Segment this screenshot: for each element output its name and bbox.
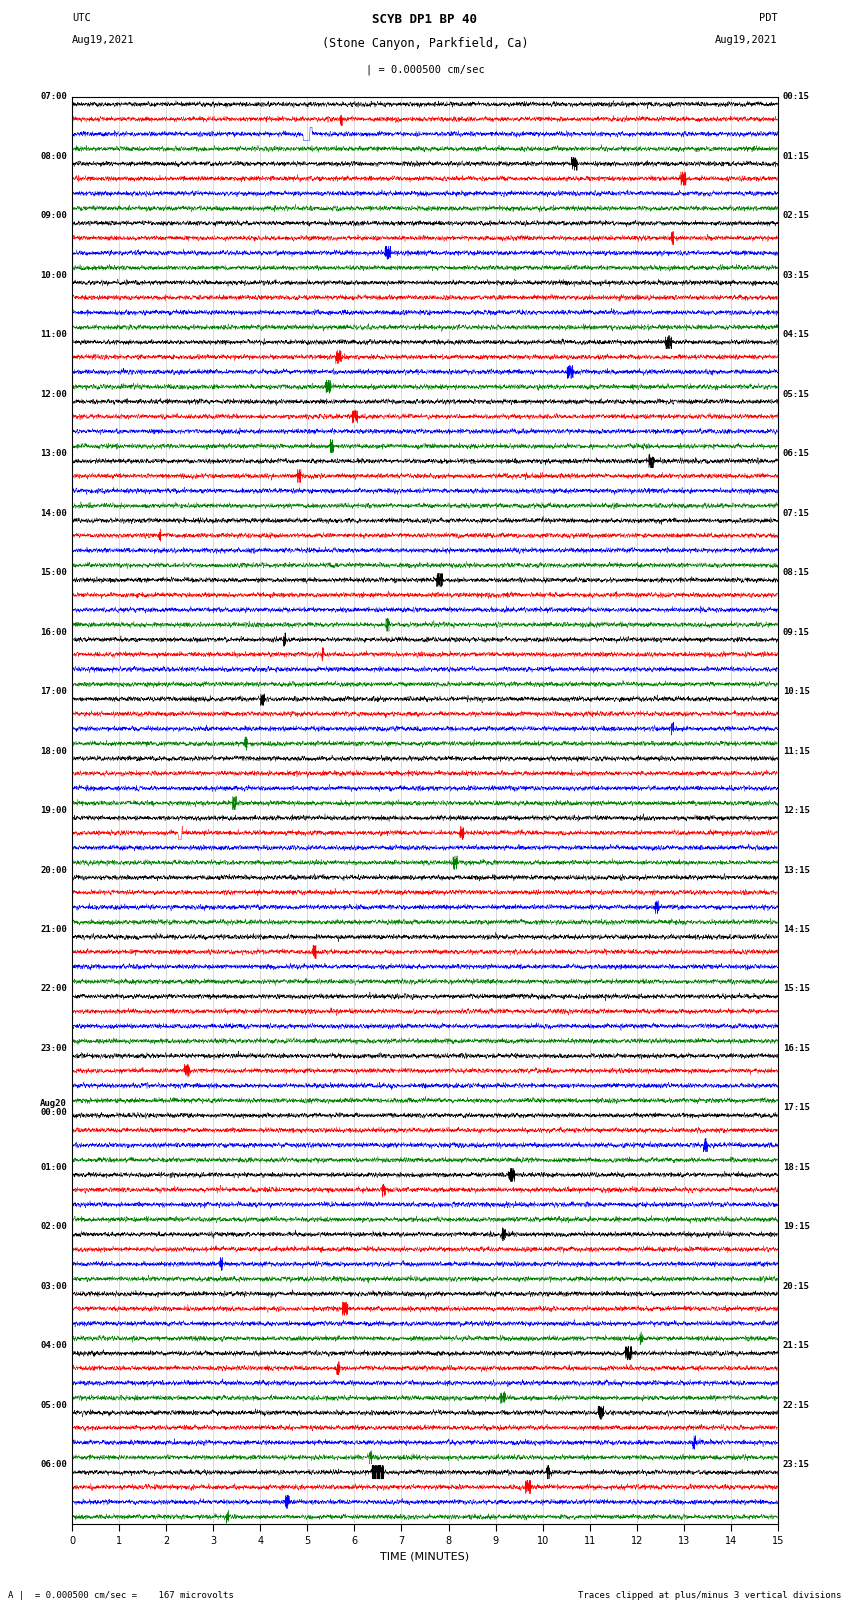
Text: Traces clipped at plus/minus 3 vertical divisions: Traces clipped at plus/minus 3 vertical … (578, 1590, 842, 1600)
Text: 05:15: 05:15 (783, 390, 810, 398)
Text: 03:15: 03:15 (783, 271, 810, 279)
Text: 07:15: 07:15 (783, 508, 810, 518)
Text: 01:15: 01:15 (783, 152, 810, 161)
X-axis label: TIME (MINUTES): TIME (MINUTES) (381, 1552, 469, 1561)
Text: UTC: UTC (72, 13, 91, 23)
Text: 04:15: 04:15 (783, 331, 810, 339)
Text: 22:00: 22:00 (40, 984, 67, 994)
Text: 06:15: 06:15 (783, 448, 810, 458)
Text: 17:15: 17:15 (783, 1103, 810, 1113)
Text: 00:15: 00:15 (783, 92, 810, 102)
Text: 19:15: 19:15 (783, 1223, 810, 1231)
Text: 09:15: 09:15 (783, 627, 810, 637)
Text: 10:15: 10:15 (783, 687, 810, 697)
Text: 16:15: 16:15 (783, 1044, 810, 1053)
Text: 22:15: 22:15 (783, 1400, 810, 1410)
Text: Aug19,2021: Aug19,2021 (72, 35, 135, 45)
Text: 02:15: 02:15 (783, 211, 810, 221)
Text: 01:00: 01:00 (40, 1163, 67, 1173)
Text: 10:00: 10:00 (40, 271, 67, 279)
Text: 12:15: 12:15 (783, 806, 810, 815)
Text: 13:00: 13:00 (40, 448, 67, 458)
Text: Aug20: Aug20 (40, 1098, 67, 1108)
Text: 21:00: 21:00 (40, 924, 67, 934)
Text: 15:15: 15:15 (783, 984, 810, 994)
Text: 19:00: 19:00 (40, 806, 67, 815)
Text: 08:00: 08:00 (40, 152, 67, 161)
Text: 23:15: 23:15 (783, 1460, 810, 1469)
Text: 08:15: 08:15 (783, 568, 810, 577)
Text: 17:00: 17:00 (40, 687, 67, 697)
Text: 02:00: 02:00 (40, 1223, 67, 1231)
Text: 12:00: 12:00 (40, 390, 67, 398)
Text: PDT: PDT (759, 13, 778, 23)
Text: 00:00: 00:00 (40, 1108, 67, 1116)
Text: 09:00: 09:00 (40, 211, 67, 221)
Text: SCYB DP1 BP 40: SCYB DP1 BP 40 (372, 13, 478, 26)
Text: 15:00: 15:00 (40, 568, 67, 577)
Text: 06:00: 06:00 (40, 1460, 67, 1469)
Text: 11:15: 11:15 (783, 747, 810, 755)
Text: 21:15: 21:15 (783, 1342, 810, 1350)
Text: 07:00: 07:00 (40, 92, 67, 102)
Text: 20:00: 20:00 (40, 866, 67, 874)
Text: A |  = 0.000500 cm/sec =    167 microvolts: A | = 0.000500 cm/sec = 167 microvolts (8, 1590, 235, 1600)
Text: 05:00: 05:00 (40, 1400, 67, 1410)
Text: 04:00: 04:00 (40, 1342, 67, 1350)
Text: (Stone Canyon, Parkfield, Ca): (Stone Canyon, Parkfield, Ca) (321, 37, 529, 50)
Text: Aug19,2021: Aug19,2021 (715, 35, 778, 45)
Text: 23:00: 23:00 (40, 1044, 67, 1053)
Text: 18:00: 18:00 (40, 747, 67, 755)
Text: 13:15: 13:15 (783, 866, 810, 874)
Text: | = 0.000500 cm/sec: | = 0.000500 cm/sec (366, 65, 484, 76)
Text: 14:00: 14:00 (40, 508, 67, 518)
Text: 14:15: 14:15 (783, 924, 810, 934)
Text: 16:00: 16:00 (40, 627, 67, 637)
Text: 18:15: 18:15 (783, 1163, 810, 1173)
Text: 11:00: 11:00 (40, 331, 67, 339)
Text: 20:15: 20:15 (783, 1282, 810, 1290)
Text: 03:00: 03:00 (40, 1282, 67, 1290)
